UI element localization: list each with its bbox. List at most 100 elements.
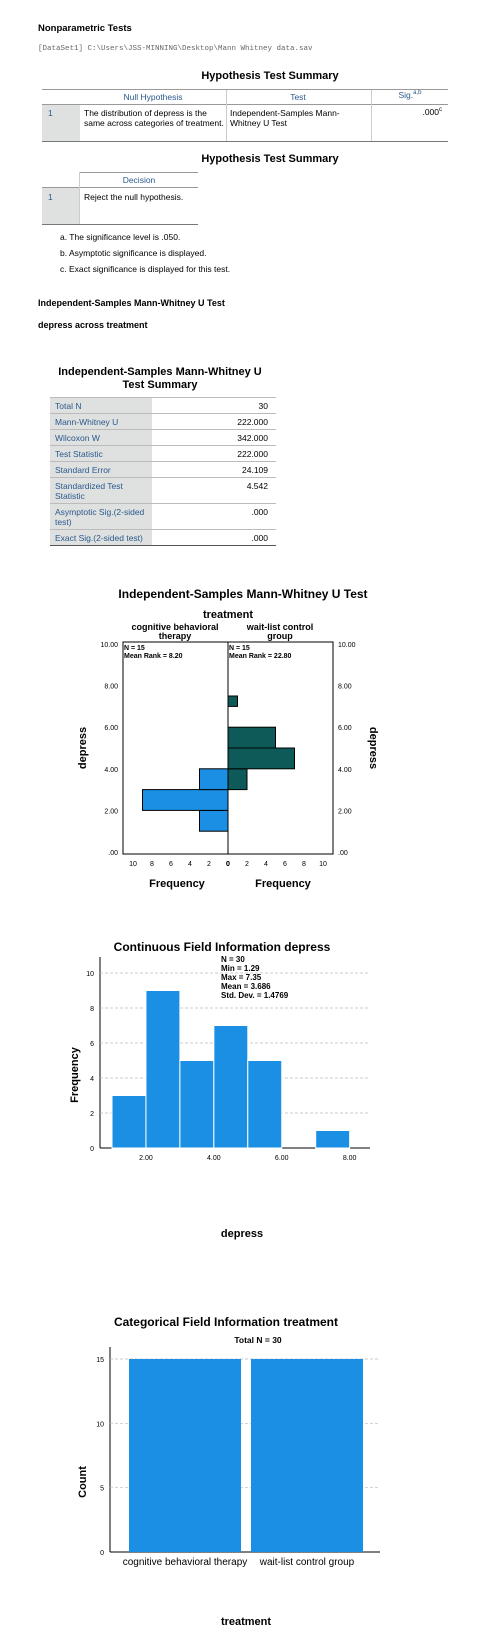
mw-row-label: Test Statistic	[50, 446, 152, 462]
y-tick-left: .00	[108, 850, 118, 857]
x-tick: 4.00	[207, 1155, 221, 1162]
chart3-title: Categorical Field Information treatment	[114, 1315, 338, 1329]
chart1-xlabel-left: Frequency	[149, 878, 206, 890]
null-hypothesis-header: Null Hypothesis	[123, 92, 183, 102]
y-tick-left: 4.00	[104, 767, 118, 774]
mw-row-value: .000	[251, 533, 268, 543]
summary1-title: Hypothesis Test Summary	[201, 70, 339, 82]
mw-row-value: 30	[258, 401, 268, 411]
y-tick-left: 2.00	[104, 808, 118, 815]
histogram-bar	[111, 1095, 147, 1149]
stat-line: Mean = 3.686	[221, 982, 271, 991]
x-tick-left: 6	[169, 861, 173, 868]
mw-row-value: 4.542	[246, 481, 268, 491]
footnote-c: c. Exact significance is displayed for t…	[60, 264, 231, 274]
group-left-name-line1: cognitive behavioral	[131, 622, 218, 632]
y-tick-right: .00	[338, 850, 348, 857]
section-subtitle: depress across treatment	[38, 320, 148, 330]
group-right-mean-rank: Mean Rank = 22.80	[229, 653, 292, 660]
y-tick: 10	[96, 1421, 104, 1428]
x-tick: 8.00	[343, 1155, 357, 1162]
decision-cell: Reject the null hypothesis.	[84, 192, 184, 202]
mann-whitney-chart: Independent-Samples Mann-Whitney U Test …	[77, 587, 379, 890]
histogram-bar	[179, 1060, 215, 1149]
y-tick: 4	[90, 1076, 94, 1083]
bar-right	[227, 726, 276, 749]
y-tick: 0	[90, 1146, 94, 1153]
null-hypothesis-cell: The distribution of depress is the same …	[84, 108, 224, 128]
histogram-bar	[247, 1060, 283, 1149]
mw-summary-title: Independent-Samples Mann-Whitney U Test S…	[58, 366, 262, 391]
y-tick-left: 6.00	[104, 725, 118, 732]
sig-cell: .000c	[422, 107, 442, 117]
histogram-bar	[213, 1025, 249, 1149]
test-header: Test	[290, 92, 306, 102]
bar-right	[227, 695, 238, 707]
category-label: wait-list control group	[259, 1557, 355, 1568]
bar-right	[227, 768, 248, 791]
y-tick: 0	[100, 1550, 104, 1557]
mw-row-label: Total N	[50, 398, 152, 414]
row-number: 1	[48, 108, 53, 118]
x-tick-right: 4	[264, 861, 268, 868]
x-tick-left: 2	[207, 861, 211, 868]
bar-left	[199, 809, 229, 832]
page-heading: Nonparametric Tests	[38, 23, 132, 34]
footnote-b: b. Asymptotic significance is displayed.	[60, 248, 207, 258]
mw-row: Mann-Whitney U 222.000	[50, 413, 276, 430]
summary2-title: Hypothesis Test Summary	[201, 153, 339, 165]
category-label: cognitive behavioral therapy	[123, 1557, 248, 1568]
x-tick-left: 10	[129, 861, 137, 868]
chart1-xlabel-right: Frequency	[255, 878, 312, 890]
y-tick-right: 2.00	[338, 808, 352, 815]
mw-row-label: Standardized Test Statistic	[50, 478, 152, 504]
mw-row-value: 24.109	[242, 465, 268, 475]
bar-left	[199, 768, 229, 791]
category-bar	[251, 1359, 363, 1552]
section-title: Independent-Samples Mann-Whitney U Test	[38, 298, 225, 308]
stat-line: Std. Dev. = 1.4769	[221, 991, 289, 1000]
chart2-xlabel: depress	[221, 1228, 263, 1240]
y-tick: 10	[86, 971, 94, 978]
chart1-subtitle: treatment	[203, 609, 253, 621]
chart1-ylabel-right: depress	[367, 727, 379, 769]
y-tick: 5	[100, 1486, 104, 1493]
histogram-bar	[315, 1130, 351, 1149]
x-tick-left: 0	[226, 861, 230, 868]
x-tick-left: 8	[150, 861, 154, 868]
mw-row: Total N 30	[50, 397, 276, 414]
mw-row: Asymptotic Sig.(2-sided test) .000	[50, 503, 276, 530]
mw-row-value: .000	[251, 507, 268, 517]
stat-line: Min = 1.29	[221, 964, 260, 973]
group-left-mean-rank: Mean Rank = 8.20	[124, 653, 183, 660]
y-tick: 15	[96, 1357, 104, 1364]
mw-row-label: Exact Sig.(2-sided test)	[50, 530, 152, 546]
continuous-field-chart: Continuous Field Information depress N =…	[69, 940, 370, 1240]
y-tick: 6	[90, 1041, 94, 1048]
y-tick-right: 8.00	[338, 684, 352, 691]
x-tick: 2.00	[139, 1155, 153, 1162]
row-number-2: 1	[48, 192, 53, 202]
mw-row-value: 222.000	[237, 417, 268, 427]
x-tick-right: 8	[302, 861, 306, 868]
mw-row: Standard Error 24.109	[50, 461, 276, 478]
mw-row-value: 342.000	[237, 433, 268, 443]
test-cell: Independent-Samples Mann-Whitney U Test	[230, 108, 340, 128]
group-right-name-line2: group	[267, 631, 293, 641]
stat-line: Max = 7.35	[221, 973, 262, 982]
y-tick: 8	[90, 1006, 94, 1013]
category-bar	[129, 1359, 241, 1552]
group-right-name-line1: wait-list control	[246, 622, 314, 632]
decision-header: Decision	[122, 175, 156, 185]
sig-header: Sig.a,b	[398, 90, 422, 100]
chart1-title: Independent-Samples Mann-Whitney U Test	[118, 587, 367, 601]
bar-right	[227, 747, 295, 770]
chart2-ylabel: Frequency	[69, 1046, 81, 1103]
y-tick-right: 10.00	[338, 642, 356, 649]
y-tick-right: 6.00	[338, 725, 352, 732]
mw-row-label: Asymptotic Sig.(2-sided test)	[50, 504, 152, 530]
group-left-n: N = 15	[124, 645, 145, 652]
x-tick: 6.00	[275, 1155, 289, 1162]
mw-row-label: Standard Error	[50, 462, 152, 478]
categorical-field-chart: Categorical Field Information treatment …	[77, 1315, 380, 1628]
